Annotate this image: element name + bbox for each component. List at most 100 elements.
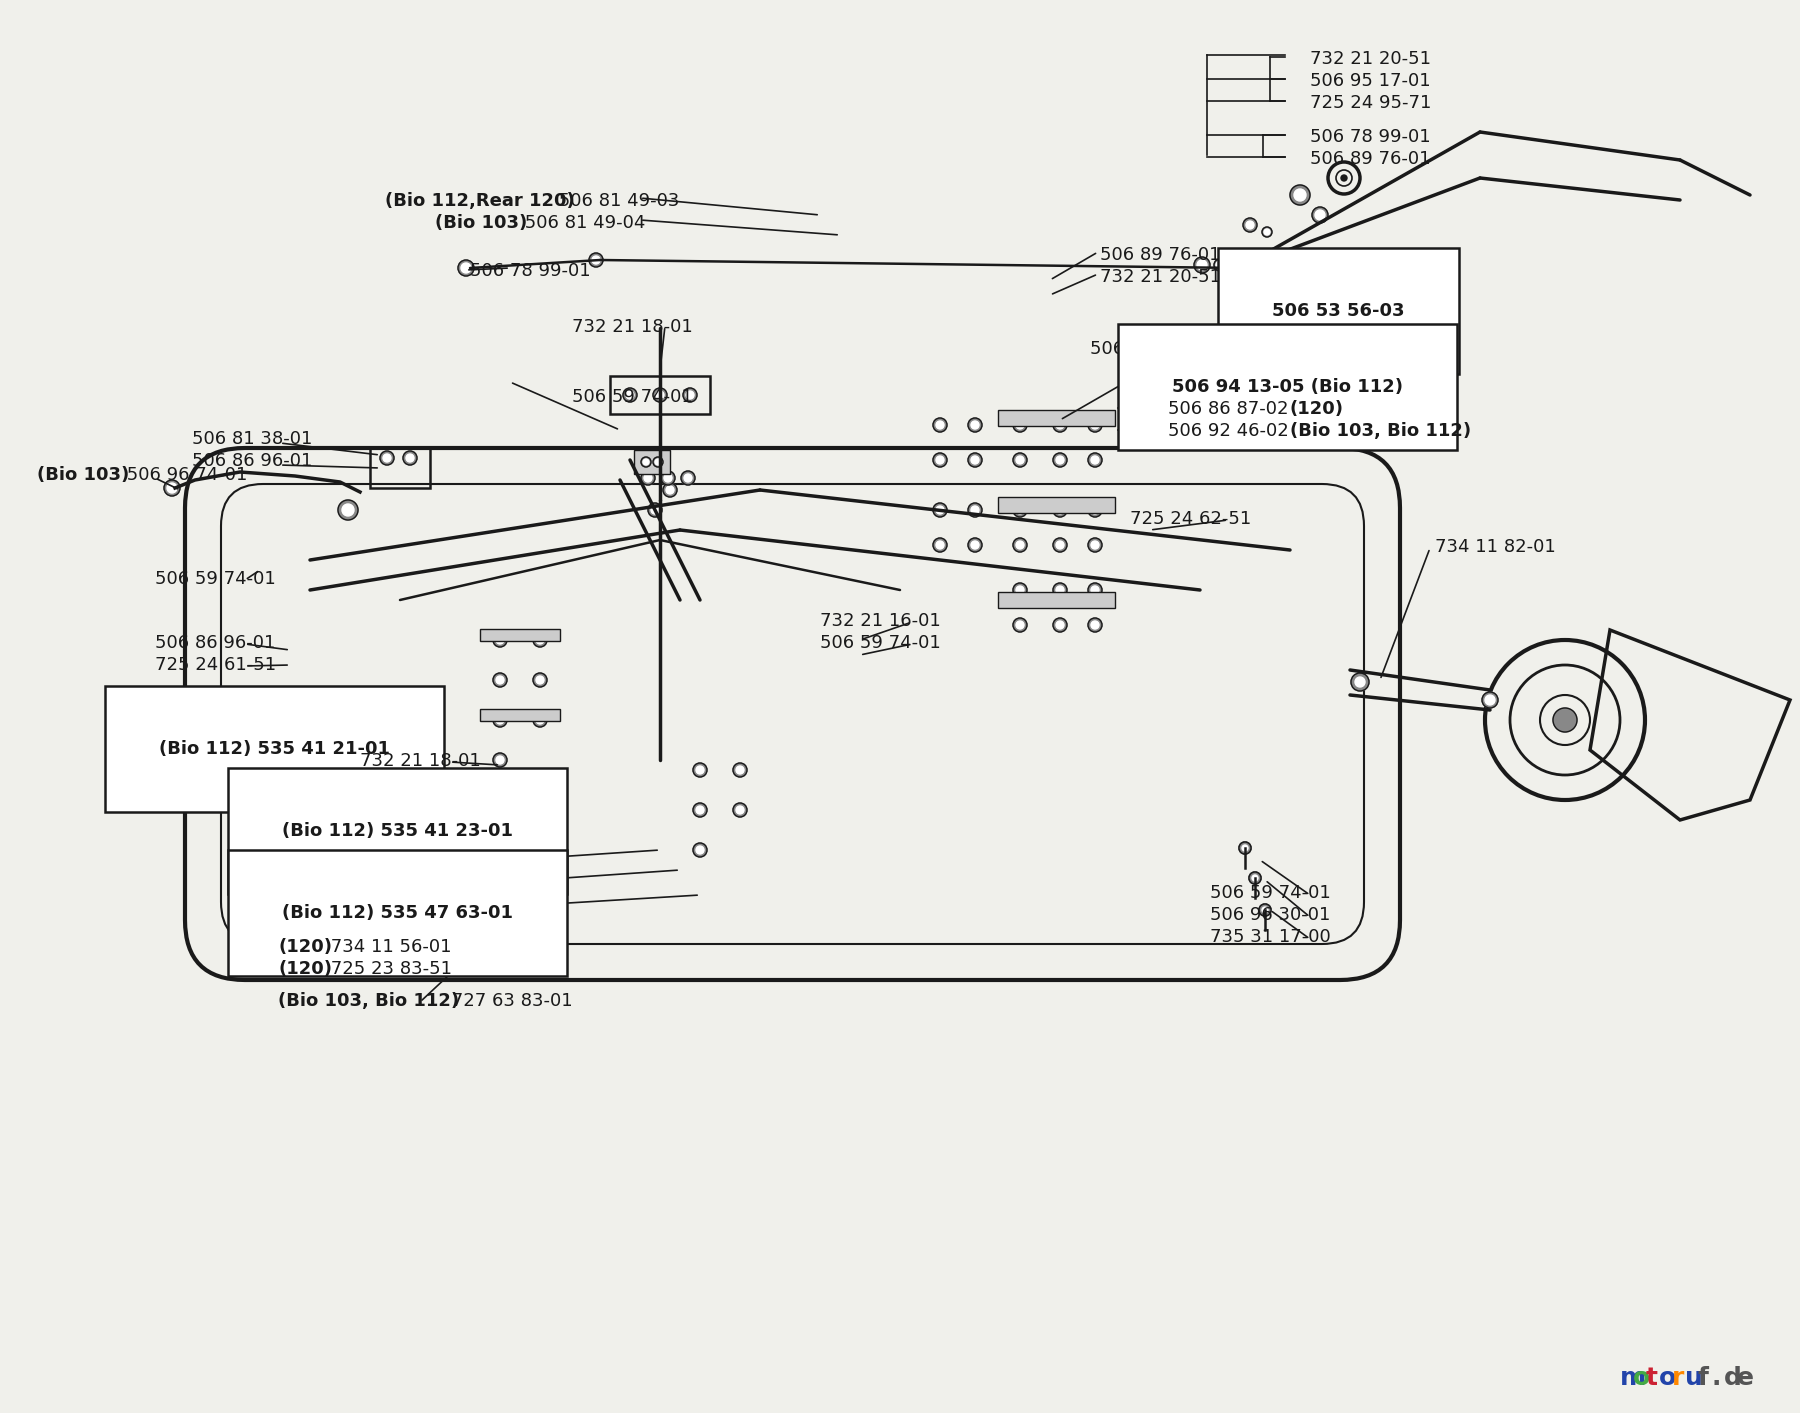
Circle shape (1013, 617, 1028, 632)
Text: (120): (120) (277, 774, 331, 793)
Circle shape (623, 389, 637, 403)
Text: 506 94 13-05 (Bio 112): 506 94 13-05 (Bio 112) (1172, 379, 1402, 396)
Circle shape (1015, 586, 1024, 593)
Circle shape (653, 456, 662, 468)
Polygon shape (481, 629, 560, 642)
Circle shape (1312, 206, 1328, 223)
Circle shape (970, 421, 979, 430)
Text: o: o (1660, 1366, 1676, 1390)
Circle shape (1057, 506, 1064, 514)
Circle shape (592, 256, 599, 264)
Circle shape (380, 451, 394, 465)
Text: 506 96 74-01: 506 96 74-01 (121, 466, 248, 485)
Circle shape (1253, 875, 1258, 880)
Circle shape (968, 503, 983, 517)
Circle shape (493, 753, 508, 767)
Circle shape (666, 486, 673, 495)
Circle shape (1053, 418, 1067, 432)
Circle shape (497, 756, 504, 764)
Circle shape (641, 456, 652, 468)
Text: 732 21 18-01: 732 21 18-01 (360, 752, 481, 770)
Text: 727 63 83-01: 727 63 83-01 (446, 992, 572, 1010)
Text: 732 21 16-01: 732 21 16-01 (821, 612, 941, 630)
Circle shape (1485, 695, 1496, 705)
Circle shape (697, 846, 704, 853)
Circle shape (1264, 229, 1271, 235)
Circle shape (338, 500, 358, 520)
Text: 506 78 99-01: 506 78 99-01 (470, 261, 590, 280)
Circle shape (1249, 872, 1262, 885)
Text: 735 31 17-00: 735 31 17-00 (1210, 928, 1330, 945)
Text: (120): (120) (277, 938, 331, 957)
Circle shape (1087, 454, 1102, 468)
Circle shape (655, 459, 661, 465)
Polygon shape (997, 592, 1114, 608)
Text: 506 88 53-01: 506 88 53-01 (324, 774, 452, 793)
Circle shape (697, 766, 704, 774)
Text: 506 59 74-01: 506 59 74-01 (155, 569, 275, 588)
Text: 506 89 76-01: 506 89 76-01 (1100, 246, 1220, 264)
Circle shape (733, 803, 747, 817)
Text: 506 93 19-01: 506 93 19-01 (362, 796, 488, 814)
Circle shape (1053, 538, 1067, 552)
Circle shape (1087, 418, 1102, 432)
Circle shape (648, 503, 662, 517)
Circle shape (652, 506, 659, 514)
Text: (Bio 112) 535 41 23-01: (Bio 112) 535 41 23-01 (283, 822, 513, 839)
Text: 506 59 74-01: 506 59 74-01 (572, 389, 693, 406)
Circle shape (662, 483, 677, 497)
Circle shape (1013, 418, 1028, 432)
Text: 506 59 74-01: 506 59 74-01 (1210, 885, 1330, 901)
Circle shape (697, 805, 704, 814)
Text: 506 92 46-02: 506 92 46-02 (1168, 422, 1294, 439)
Circle shape (736, 766, 743, 774)
Text: 506 86 96-01: 506 86 96-01 (193, 452, 313, 471)
Circle shape (1015, 506, 1024, 514)
Text: t: t (1645, 1366, 1658, 1390)
Text: (Bio 103): (Bio 103) (277, 877, 371, 896)
Circle shape (680, 471, 695, 485)
Text: (Bio 112) 535 41 21-01: (Bio 112) 535 41 21-01 (158, 740, 391, 757)
Circle shape (936, 541, 943, 550)
Circle shape (655, 391, 664, 398)
Circle shape (970, 541, 979, 550)
Circle shape (653, 389, 668, 403)
Circle shape (968, 418, 983, 432)
Circle shape (643, 463, 653, 473)
Text: 506 92 47-01: 506 92 47-01 (239, 714, 365, 732)
Circle shape (1355, 677, 1364, 687)
Circle shape (968, 538, 983, 552)
Circle shape (1057, 586, 1064, 593)
Text: 506 86 87-02: 506 86 87-02 (1168, 400, 1294, 418)
Text: d: d (1724, 1366, 1742, 1390)
Circle shape (1294, 189, 1307, 201)
Polygon shape (997, 410, 1114, 425)
Circle shape (1316, 211, 1325, 220)
Circle shape (167, 483, 176, 493)
Circle shape (932, 503, 947, 517)
Circle shape (693, 844, 707, 858)
Text: 506 81 38-01: 506 81 38-01 (193, 430, 313, 448)
Text: (Bio 112,Rear 120): (Bio 112,Rear 120) (385, 192, 574, 211)
Circle shape (164, 480, 180, 496)
Text: (Bio 103): (Bio 103) (436, 213, 527, 232)
Circle shape (403, 451, 418, 465)
Circle shape (684, 473, 691, 482)
Circle shape (1015, 421, 1024, 430)
Circle shape (686, 391, 695, 398)
Text: (120): (120) (277, 959, 331, 978)
Circle shape (1087, 538, 1102, 552)
Text: 506 81 49-04: 506 81 49-04 (518, 213, 646, 232)
Circle shape (733, 763, 747, 777)
Circle shape (1053, 584, 1067, 598)
Text: 506 94 13-02: 506 94 13-02 (1168, 352, 1294, 370)
Circle shape (1213, 259, 1226, 271)
Circle shape (936, 506, 943, 514)
Text: 506 89 78-01: 506 89 78-01 (324, 856, 452, 875)
Circle shape (1015, 456, 1024, 463)
Polygon shape (997, 497, 1114, 513)
Circle shape (1091, 586, 1100, 593)
Circle shape (383, 454, 391, 462)
Circle shape (639, 459, 657, 478)
Circle shape (1013, 584, 1028, 598)
